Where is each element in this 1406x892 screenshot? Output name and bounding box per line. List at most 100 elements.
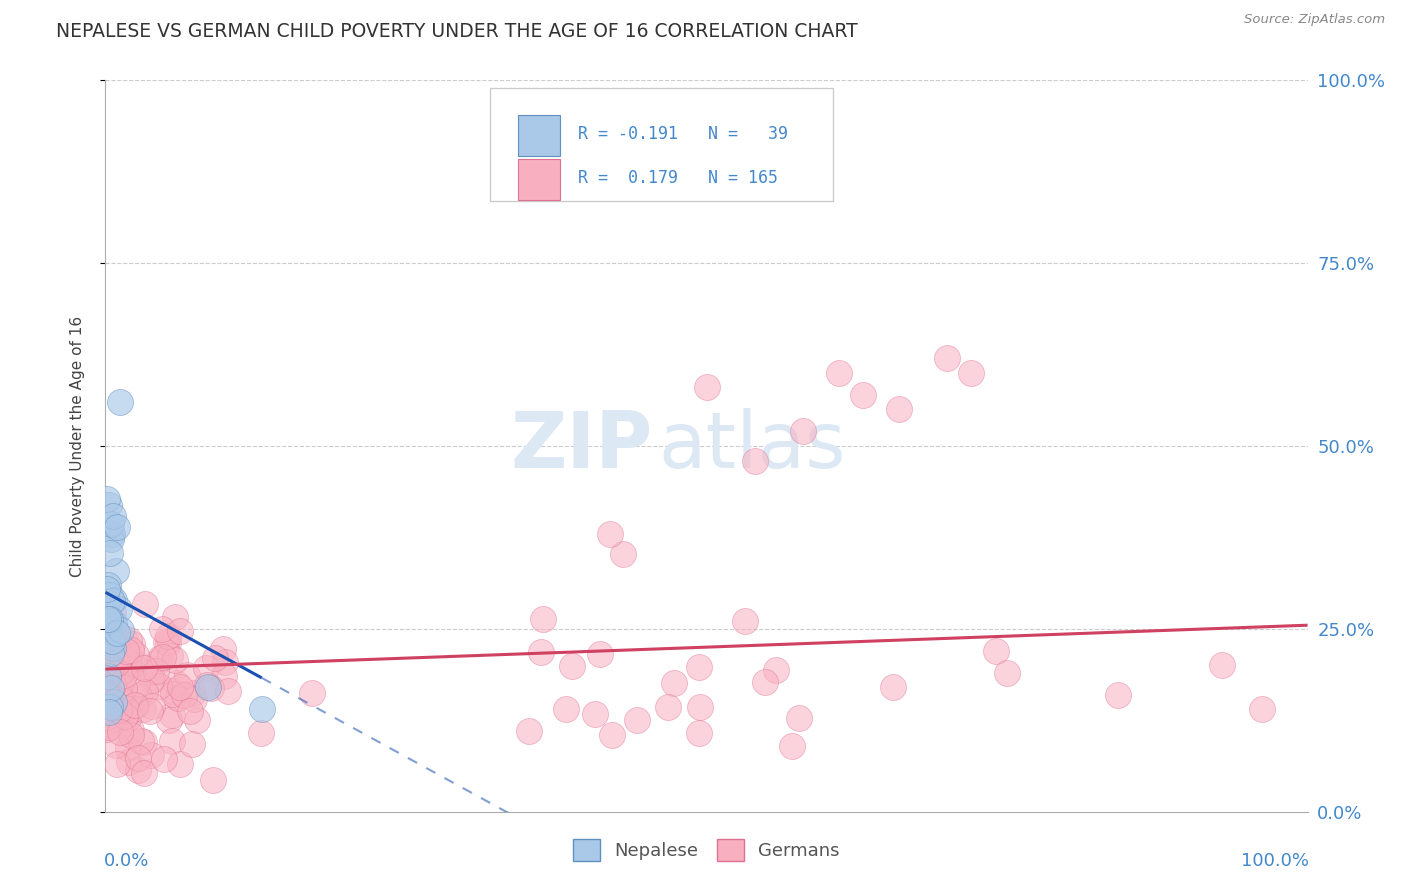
Point — [734, 614, 756, 628]
Point — [112, 651, 135, 665]
Point — [150, 622, 173, 636]
Point — [986, 644, 1008, 658]
Point — [688, 725, 710, 739]
Point — [145, 665, 167, 679]
Point — [195, 678, 218, 692]
Point — [787, 711, 810, 725]
Point — [100, 533, 122, 547]
Point — [202, 773, 225, 788]
Point — [101, 606, 124, 620]
Point — [152, 649, 174, 664]
Point — [101, 690, 124, 704]
Point — [100, 663, 122, 677]
Point — [120, 661, 142, 675]
Point — [780, 739, 803, 753]
Point — [103, 593, 125, 607]
Point — [124, 698, 146, 712]
Point — [100, 546, 122, 560]
Point — [128, 689, 150, 703]
Text: ZIP: ZIP — [510, 408, 652, 484]
Point — [114, 709, 136, 723]
Point — [936, 351, 959, 366]
Point — [105, 626, 128, 640]
Point — [882, 681, 904, 695]
Text: 0.0%: 0.0% — [104, 852, 149, 870]
FancyBboxPatch shape — [491, 87, 832, 201]
Point — [98, 614, 121, 628]
Point — [100, 646, 122, 660]
Text: 100.0%: 100.0% — [1240, 852, 1309, 870]
Point — [110, 665, 132, 680]
Point — [111, 718, 134, 732]
Point — [214, 655, 236, 669]
Point — [139, 748, 162, 763]
Point — [197, 681, 219, 695]
Point — [163, 653, 186, 667]
Point — [101, 634, 124, 648]
Point — [112, 681, 135, 695]
Point — [887, 402, 910, 417]
Point — [186, 713, 208, 727]
Point — [97, 713, 120, 727]
Point — [132, 735, 155, 749]
Point — [103, 701, 125, 715]
Point — [765, 663, 787, 677]
Point — [97, 721, 120, 735]
Point — [125, 676, 148, 690]
Point — [110, 623, 132, 637]
Point — [169, 680, 191, 694]
Point — [100, 632, 122, 646]
Point — [132, 701, 155, 715]
Point — [108, 641, 131, 656]
Point — [118, 633, 141, 648]
Point — [105, 739, 128, 753]
Point — [108, 602, 131, 616]
Point — [599, 526, 621, 541]
Y-axis label: Child Poverty Under the Age of 16: Child Poverty Under the Age of 16 — [70, 316, 84, 576]
Point — [121, 657, 143, 672]
Bar — [517, 115, 560, 155]
Point — [212, 642, 235, 657]
Point — [125, 657, 148, 671]
Point — [101, 509, 124, 524]
Point — [138, 704, 160, 718]
Point — [517, 723, 540, 738]
Point — [195, 661, 218, 675]
Point — [103, 657, 125, 671]
Point — [250, 726, 273, 740]
Point — [96, 492, 118, 507]
Point — [626, 713, 648, 727]
Point — [117, 710, 139, 724]
Point — [108, 693, 131, 707]
Point — [101, 678, 124, 692]
Point — [117, 740, 139, 755]
Point — [105, 656, 128, 670]
Point — [139, 665, 162, 679]
Point — [112, 668, 135, 682]
Point — [600, 728, 623, 742]
Point — [583, 706, 606, 721]
Text: Source: ZipAtlas.com: Source: ZipAtlas.com — [1244, 13, 1385, 27]
Point — [217, 684, 239, 698]
Point — [165, 675, 187, 690]
Point — [103, 695, 125, 709]
Point — [852, 388, 875, 402]
Point — [688, 659, 710, 673]
Point — [98, 498, 121, 512]
Point — [301, 686, 323, 700]
Point — [162, 708, 184, 723]
Point — [250, 702, 273, 716]
Point — [1107, 688, 1129, 702]
Point — [121, 637, 143, 651]
Point — [181, 686, 204, 700]
Point — [114, 700, 136, 714]
Point — [107, 690, 129, 704]
Point — [120, 727, 142, 741]
Point — [103, 641, 125, 656]
Point — [530, 645, 553, 659]
Point — [157, 713, 180, 727]
Point — [96, 687, 118, 701]
Point — [214, 669, 236, 683]
Point — [100, 526, 122, 541]
Point — [96, 723, 118, 737]
